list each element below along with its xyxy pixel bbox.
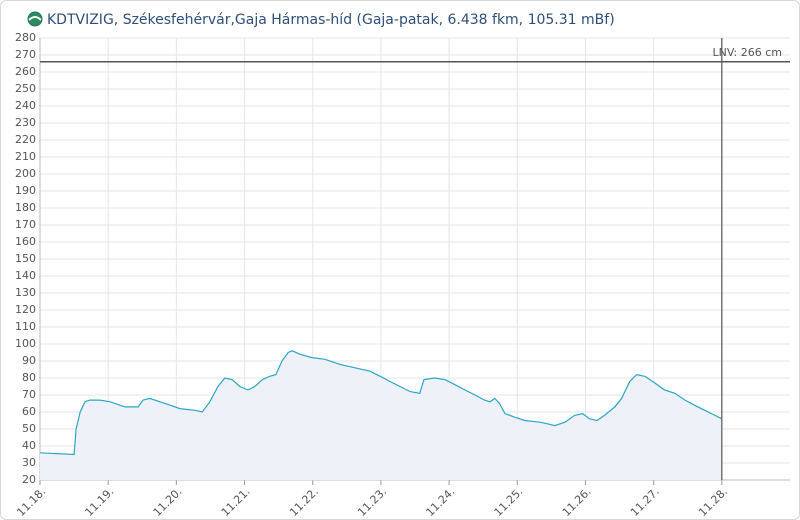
x-tick-label: 11.23. <box>355 485 389 519</box>
x-tick-label: 11.25. <box>492 485 526 519</box>
y-tick-label: 240 <box>15 99 36 112</box>
x-tick-label: 11.22. <box>287 485 321 519</box>
chart-title: KDTVIZIG, Székesfehérvár,Gaja Hármas-híd… <box>47 12 615 28</box>
reference-label: LNV: 266 cm <box>713 46 782 59</box>
x-tick-label: 11.26. <box>560 485 594 519</box>
x-tick-label: 11.21. <box>219 485 253 519</box>
y-tick-label: 260 <box>15 65 36 78</box>
y-tick-label: 210 <box>15 150 36 163</box>
y-tick-label: 160 <box>15 235 36 248</box>
y-tick-label: 30 <box>22 456 36 469</box>
y-tick-label: 60 <box>22 405 36 418</box>
x-tick-label: 11.20. <box>151 485 185 519</box>
y-tick-label: 100 <box>15 337 36 350</box>
y-tick-label: 220 <box>15 133 36 146</box>
y-tick-label: 50 <box>22 422 36 435</box>
y-tick-label: 230 <box>15 116 36 129</box>
logo-icon <box>27 11 43 27</box>
y-tick-label: 140 <box>15 269 36 282</box>
y-tick-label: 280 <box>15 31 36 44</box>
y-tick-label: 80 <box>22 371 36 384</box>
y-tick-label: 120 <box>15 303 36 316</box>
y-tick-label: 70 <box>22 388 36 401</box>
y-tick-label: 200 <box>15 167 36 180</box>
x-tick-label: 11.28. <box>696 485 730 519</box>
x-tick-label: 11.27. <box>628 485 662 519</box>
y-tick-label: 180 <box>15 201 36 214</box>
y-tick-label: 110 <box>15 320 36 333</box>
y-tick-label: 250 <box>15 82 36 95</box>
y-tick-label: 270 <box>15 48 36 61</box>
x-tick-label: 11.19. <box>82 485 116 519</box>
y-tick-label: 90 <box>22 354 36 367</box>
y-tick-label: 190 <box>15 184 36 197</box>
y-tick-label: 170 <box>15 218 36 231</box>
line <box>39 350 723 456</box>
area <box>40 350 722 480</box>
y-tick-label: 40 <box>22 439 36 452</box>
y-tick-label: 150 <box>15 252 36 265</box>
y-tick-label: 130 <box>15 286 36 299</box>
x-tick-label: 11.24. <box>423 485 457 519</box>
y-tick-label: 20 <box>22 473 36 486</box>
x-tick-label: 11.18. <box>14 485 48 519</box>
